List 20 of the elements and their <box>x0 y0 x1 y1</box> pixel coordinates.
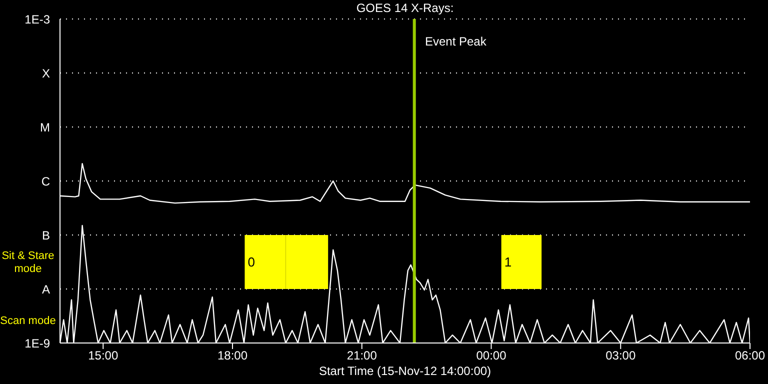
band-label: 0 <box>248 254 255 270</box>
text: Scan mode <box>0 315 56 328</box>
y-tick-label: A <box>42 282 50 296</box>
chart-title: GOES 14 X-Rays: <box>355 1 455 15</box>
y-tick-label: 1E-3 <box>24 12 50 26</box>
x-tick-label: 06:00 <box>734 348 766 363</box>
y-tick-label: 1E-9 <box>24 336 50 350</box>
x-tick-label: 15:00 <box>88 348 118 363</box>
y-tick-label: C <box>41 174 50 188</box>
x-tick-label: 18:00 <box>217 348 248 363</box>
y-tick-label: B <box>42 228 50 242</box>
x-axis-title: Start Time (15-Nov-12 14:00:00) <box>318 364 492 378</box>
x-tick-label: 00:00 <box>476 348 507 363</box>
band-label: 1 <box>504 254 512 270</box>
x-tick-label: 03:00 <box>606 348 636 363</box>
y-tick-label: X <box>42 66 50 80</box>
x-tick-label: 21:00 <box>346 348 378 363</box>
text: Sit & Stare mode <box>0 250 56 276</box>
y-tick-label: M <box>40 120 50 134</box>
ref-line-label: Event Peak <box>424 34 488 49</box>
